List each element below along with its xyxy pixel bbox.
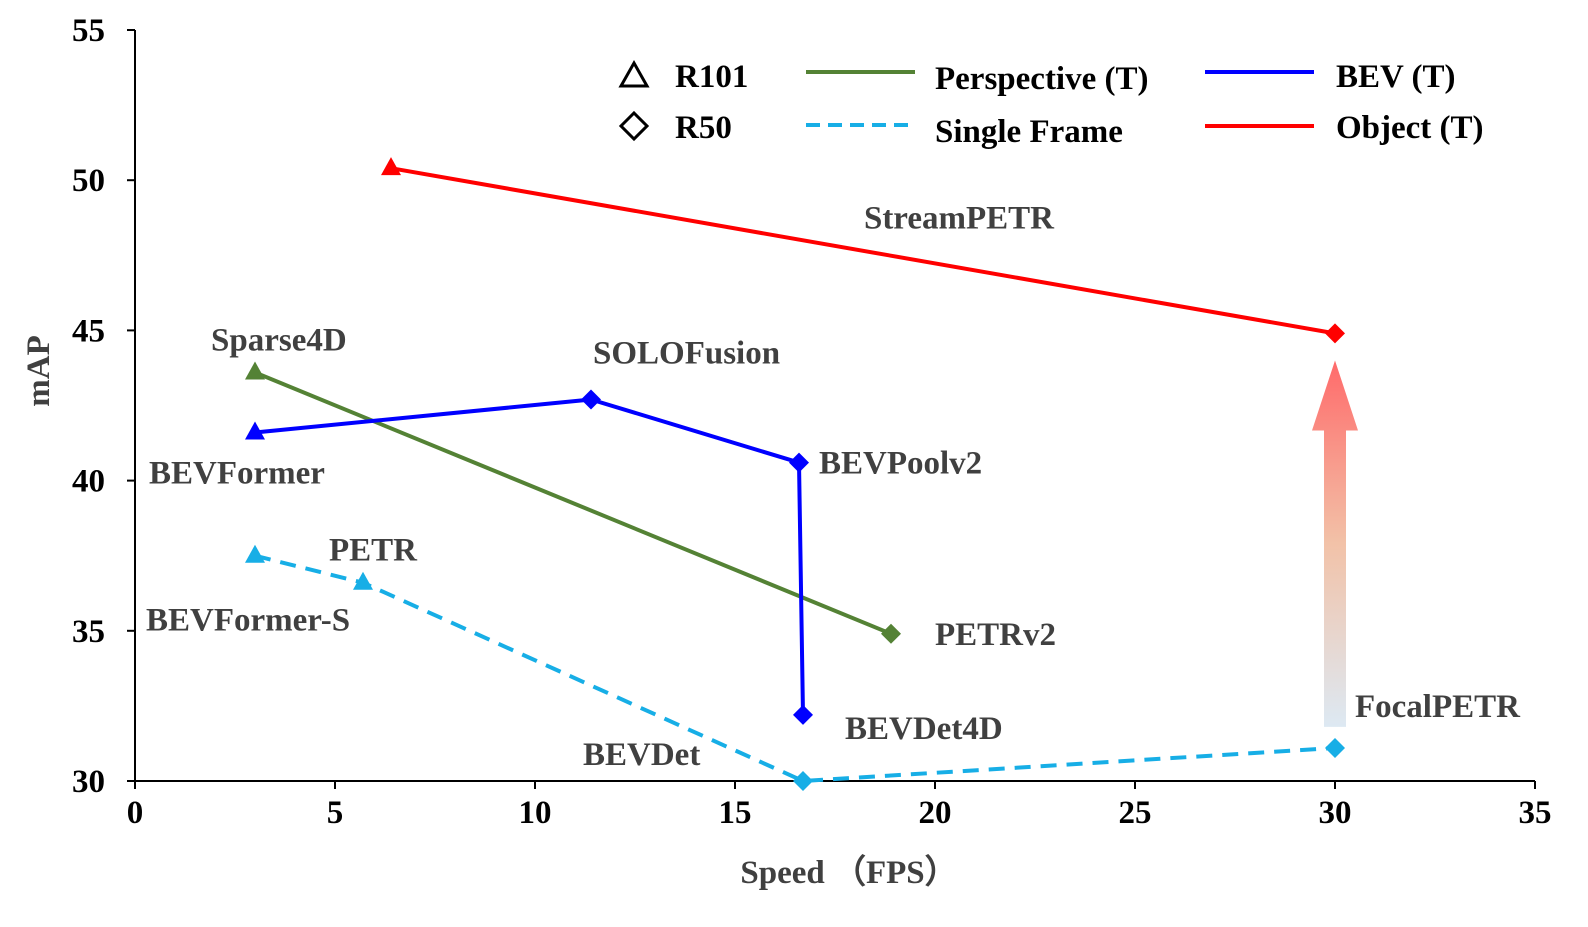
bevformer-s-triangle-marker [245, 544, 265, 563]
y-tick-label: 45 [72, 313, 105, 349]
legend-label-r50: R50 [675, 110, 732, 146]
object-t-diamond-marker [1325, 323, 1345, 344]
bevformer-triangle-marker [245, 421, 265, 440]
sparse4d-triangle-marker [245, 361, 265, 380]
y-tick-label: 50 [72, 163, 105, 199]
legend-diamond-icon [618, 110, 650, 142]
legend: R101 R50 Perspective (T) Single Frame BEV (T… [618, 59, 1484, 150]
series-markers [245, 157, 1345, 791]
series-lines [254, 166, 1336, 783]
bevdet-diamond-marker [793, 771, 813, 791]
point-label-bevformer-s: BEVFormer-S [146, 603, 350, 639]
series-line-perspective-t [254, 370, 892, 636]
series-line-single-frame [254, 553, 1336, 783]
legend-triangle-icon [618, 59, 650, 88]
improvement-arrow-layer [1312, 360, 1358, 727]
x-tick-label: 0 [127, 795, 144, 831]
point-label-bevdet4d: BEVDet4D [845, 711, 1003, 747]
point-label-sparse4d: Sparse4D [211, 322, 347, 358]
series-line-object-t [390, 166, 1336, 336]
legend-label-single-frame: Single Frame [935, 114, 1123, 150]
y-tick-label: 55 [72, 13, 105, 49]
object-t-triangle-marker [381, 157, 401, 176]
solofusion-diamond-marker [581, 389, 601, 410]
x-axis-title: Speed （FPS） [740, 854, 957, 891]
x-tick-label: 30 [1319, 795, 1352, 831]
improvement-arrow [1312, 360, 1358, 727]
x-tick-label: 5 [327, 795, 344, 831]
y-axis-title: mAP [21, 335, 57, 406]
petrv2-diamond-marker [881, 623, 901, 644]
point-label-focalpetr: FocalPETR [1355, 689, 1521, 725]
x-tick-label: 20 [919, 795, 952, 831]
y-tick-label: 35 [72, 614, 105, 650]
x-tick-label: 35 [1519, 795, 1552, 831]
point-label-petr: PETR [329, 533, 418, 569]
focalpetr-diamond-marker [1325, 737, 1345, 758]
legend-label-bev-t: BEV (T) [1336, 59, 1456, 95]
bevpoolv2-diamond-marker [789, 452, 809, 473]
legend-label-perspective-t: Perspective (T) [935, 61, 1149, 97]
x-tick-label: 15 [719, 795, 752, 831]
x-tick-label: 25 [1119, 795, 1152, 831]
point-label-solofusion: SOLOFusion [593, 335, 780, 371]
point-label-streampetr: StreamPETR [864, 200, 1055, 236]
x-tick-label: 10 [519, 795, 552, 831]
legend-label-object-t: Object (T) [1336, 110, 1484, 146]
petr-triangle-marker [353, 571, 373, 590]
axes: 0 5 10 15 20 25 30 35 30 35 40 45 50 55 Speed （FPS） mAP [21, 13, 1552, 891]
legend-label-r101: R101 [675, 59, 748, 95]
point-label-bevpoolv2: BEVPoolv2 [819, 446, 982, 482]
series-line-bev-t [254, 397, 805, 715]
y-tick-label: 40 [72, 464, 105, 500]
point-label-petrv2: PETRv2 [935, 617, 1056, 653]
point-label-bevdet: BEVDet [583, 737, 700, 773]
point-labels: Sparse4D PETRv2 BEVFormer SOLOFusion BEVPool… [146, 200, 1521, 773]
bevdet4d-diamond-marker [793, 704, 813, 725]
y-tick-label: 30 [72, 764, 105, 800]
point-label-bevformer: BEVFormer [149, 456, 325, 492]
